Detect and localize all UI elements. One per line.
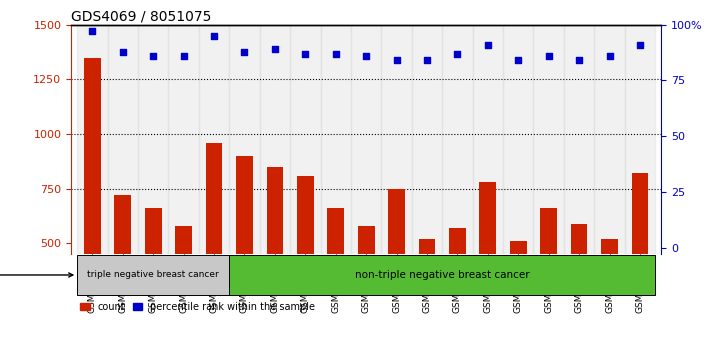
Bar <box>138 25 169 254</box>
Bar <box>114 195 131 353</box>
Point <box>148 53 159 59</box>
Bar <box>540 209 557 353</box>
Bar <box>327 209 344 353</box>
Point <box>269 46 281 52</box>
Point <box>299 51 311 57</box>
Point <box>604 53 615 59</box>
Bar <box>321 25 351 254</box>
Bar <box>290 25 321 254</box>
Bar <box>625 25 655 254</box>
Point <box>117 49 129 55</box>
Point <box>451 51 463 57</box>
Bar <box>176 226 192 353</box>
Bar <box>388 189 405 353</box>
Point <box>330 51 341 57</box>
Point <box>391 58 402 63</box>
Bar <box>412 25 442 254</box>
Bar <box>564 25 594 254</box>
Point <box>482 42 493 48</box>
Text: GDS4069 / 8051075: GDS4069 / 8051075 <box>71 10 211 24</box>
Bar <box>84 58 101 353</box>
Bar <box>533 25 564 254</box>
Bar <box>358 226 375 353</box>
Bar <box>419 239 435 353</box>
Bar <box>77 25 107 254</box>
Point <box>543 53 555 59</box>
Bar <box>594 25 625 254</box>
Bar <box>260 25 290 254</box>
Point <box>513 58 524 63</box>
Bar <box>503 25 533 254</box>
Bar <box>236 156 253 353</box>
Bar <box>145 209 161 353</box>
Bar <box>473 25 503 254</box>
Point <box>360 53 372 59</box>
Bar <box>479 182 496 353</box>
Text: disease state: disease state <box>0 270 73 280</box>
Bar <box>229 255 655 295</box>
Bar <box>351 25 381 254</box>
Bar <box>449 228 466 353</box>
Bar <box>602 239 618 353</box>
Point <box>573 58 584 63</box>
Bar <box>229 25 260 254</box>
Bar <box>381 25 412 254</box>
Bar <box>442 25 473 254</box>
Bar <box>77 255 229 295</box>
Text: non-triple negative breast cancer: non-triple negative breast cancer <box>355 270 530 280</box>
Point <box>239 49 250 55</box>
Legend: count, percentile rank within the sample: count, percentile rank within the sample <box>76 298 319 316</box>
Point <box>87 29 98 34</box>
Bar <box>107 25 138 254</box>
Bar <box>199 25 229 254</box>
Point <box>422 58 433 63</box>
Point <box>634 42 646 48</box>
Point <box>178 53 189 59</box>
Bar <box>571 224 587 353</box>
Text: triple negative breast cancer: triple negative breast cancer <box>87 270 219 280</box>
Bar <box>169 25 199 254</box>
Bar <box>267 167 283 353</box>
Bar <box>631 173 648 353</box>
Bar <box>297 176 314 353</box>
Bar <box>205 143 223 353</box>
Point <box>208 33 220 39</box>
Bar <box>510 241 527 353</box>
